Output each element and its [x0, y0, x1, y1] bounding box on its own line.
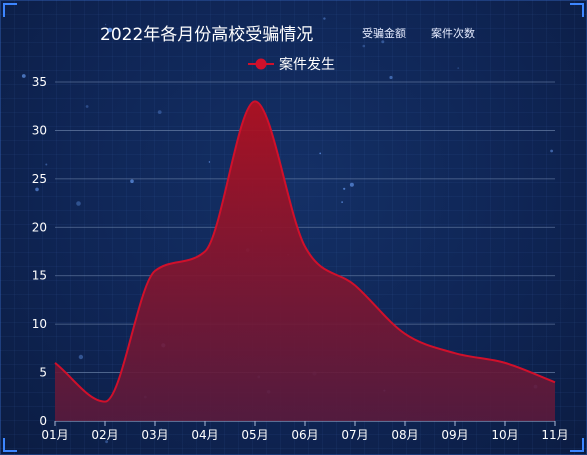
x-tick-label: 05月 — [241, 428, 268, 442]
x-tick-label: 01月 — [41, 428, 68, 442]
background-particle — [35, 187, 39, 192]
background-particle — [208, 161, 211, 163]
background-particle — [157, 110, 162, 114]
data-point — [104, 400, 107, 403]
background-particle — [85, 105, 89, 108]
data-point — [54, 361, 57, 364]
data-point — [304, 245, 307, 248]
background-particle — [362, 44, 366, 48]
x-tick-label: 07月 — [341, 428, 368, 442]
x-tick-label: 04月 — [191, 428, 218, 442]
background-particle — [289, 29, 292, 32]
x-tick-label: 08月 — [391, 428, 418, 442]
background-particle — [105, 440, 108, 444]
data-point — [204, 250, 207, 253]
legend-marker — [255, 58, 267, 70]
x-tick-label: 03月 — [141, 428, 168, 442]
background-particle — [130, 179, 134, 183]
tab-case-count[interactable]: 案件次数 — [431, 27, 475, 40]
corner-bracket-top-left — [3, 3, 17, 17]
corner-bracket-bottom-right — [570, 438, 584, 452]
data-point — [404, 332, 407, 335]
chart-title: 2022年各月份高校受骗情况 — [100, 25, 314, 45]
series-area — [54, 100, 557, 421]
corner-bracket-top-right — [570, 3, 584, 17]
y-tick-label: 5 — [39, 366, 47, 380]
background-particle — [107, 27, 113, 33]
data-point — [254, 100, 257, 103]
data-point — [354, 284, 357, 287]
series-line — [54, 100, 556, 403]
y-tick-label: 30 — [32, 123, 47, 137]
x-tick-label: 11月 — [541, 428, 568, 442]
background-particle — [76, 201, 81, 206]
background-particle — [21, 74, 26, 78]
background-particle — [550, 149, 553, 153]
legend-label[interactable]: 案件发生 — [279, 56, 335, 73]
background-particle — [78, 354, 84, 360]
x-tick-label: 10月 — [491, 428, 518, 442]
x-tick-label: 06月 — [291, 428, 318, 442]
y-tick-label: 25 — [32, 172, 47, 186]
data-point — [454, 352, 457, 355]
background-particle — [341, 201, 343, 203]
background-particle — [381, 40, 385, 44]
data-point — [154, 269, 157, 272]
y-tick-label: 10 — [32, 317, 47, 331]
background-particle — [45, 163, 48, 166]
background-particle — [343, 187, 346, 190]
corner-bracket-bottom-left — [3, 438, 17, 452]
background-particle — [349, 182, 354, 187]
data-point — [504, 361, 507, 364]
y-tick-label: 0 — [39, 414, 47, 428]
x-tick-label: 02月 — [91, 428, 118, 442]
tab-amount[interactable]: 受骗金额 — [362, 27, 406, 40]
background-particle — [160, 428, 162, 430]
background-particle — [323, 17, 326, 20]
series-area-fill — [55, 101, 555, 421]
x-axis: 01月 02月 03月 04月 05月 06月 07月 08月 09月 10月 11月 — [41, 420, 569, 442]
x-tick-label: 09月 — [441, 428, 468, 442]
data-point — [554, 381, 557, 384]
background-particle — [389, 75, 393, 80]
y-tick-label: 15 — [32, 269, 47, 283]
y-tick-label: 35 — [32, 75, 47, 89]
background-particle — [319, 152, 322, 155]
legend: 案件发生 — [248, 56, 335, 73]
background-particle — [457, 67, 460, 69]
background-particle — [104, 23, 107, 26]
y-axis-tick-labels: 0 5 10 15 20 25 30 35 — [32, 75, 47, 428]
y-tick-label: 20 — [32, 220, 47, 234]
